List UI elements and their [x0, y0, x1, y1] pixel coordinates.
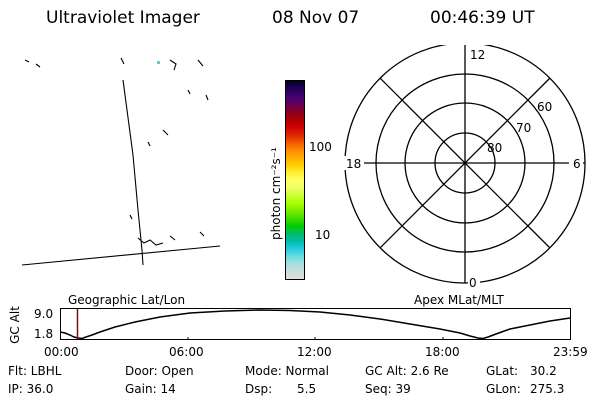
altitude-curve — [60, 309, 571, 340]
coastline-segment — [129, 214, 133, 220]
y-tick-1-8: 1.8 — [34, 327, 54, 341]
colorbar-tick-10: 10 — [315, 228, 331, 242]
coastline-segment — [162, 129, 169, 136]
dsp-info: Dsp: — [245, 382, 273, 396]
lat-label-60: 60 — [537, 100, 552, 114]
lat-label-80: 80 — [487, 141, 502, 155]
coastline-segment — [205, 94, 209, 101]
color-bar — [285, 80, 305, 280]
coastline-segment — [199, 231, 205, 237]
orbit-timeline — [60, 308, 571, 340]
coastline-segment — [120, 57, 125, 65]
mode-info: Mode: Normal — [245, 364, 329, 378]
aurora-pixel — [157, 61, 160, 64]
glat-info: GLat: — [486, 364, 519, 378]
coastline-segment — [169, 235, 176, 241]
mlt-line-diagonal — [379, 77, 551, 249]
coastline-segment — [21, 245, 221, 266]
apex-label: Apex MLat/MLT — [414, 293, 504, 307]
seq-info: Seq: 39 — [365, 382, 411, 396]
coastline-segment — [122, 79, 144, 266]
glon-info: GLon: — [486, 382, 521, 396]
instrument-title: Ultraviolet Imager — [46, 8, 200, 28]
polar-plot: 12 18 6 0 60 70 80 — [344, 45, 586, 290]
gc-alt-info: GC Alt: 2.6 Re — [365, 364, 449, 378]
y-tick-9: 9.0 — [34, 307, 54, 321]
lat-label-70: 70 — [516, 121, 531, 135]
coastline-segment — [137, 237, 164, 246]
mlt-label-6: 6 — [573, 157, 581, 171]
door-info: Door: Open — [125, 364, 194, 378]
geographic-label: Geographic Lat/Lon — [68, 293, 186, 307]
filter-info: Flt: LBHL — [8, 364, 62, 378]
gain-info: Gain: 14 — [125, 382, 176, 396]
dsp-value: 5.5 — [297, 382, 317, 396]
gc-alt-axis-title: GC Alt — [7, 306, 22, 344]
x-tick-0600: 06:00 — [169, 345, 204, 359]
colorbar-unit-label: photon cm⁻²s⁻¹ — [269, 147, 283, 240]
mlt-label-0: 0 — [469, 276, 477, 290]
coastline-segment — [35, 63, 41, 68]
coastline-segment — [169, 59, 177, 71]
coastline-segment — [187, 89, 191, 95]
time-label: 00:46:39 UT — [430, 8, 535, 28]
mlt-label-12: 12 — [470, 48, 485, 62]
x-tick-1200: 12:00 — [297, 345, 332, 359]
mlt-label-18: 18 — [346, 157, 361, 171]
geographic-map — [21, 57, 221, 266]
coastline-segment — [24, 59, 30, 63]
coastline-segment — [147, 141, 151, 147]
colorbar-tick-100: 100 — [309, 140, 332, 154]
date-label: 08 Nov 07 — [272, 8, 360, 28]
x-tick-2359: 23:59 — [553, 345, 588, 359]
glon-value: 275.3 — [530, 382, 565, 396]
coastline-segment — [197, 59, 204, 67]
x-tick-1800: 18:00 — [425, 345, 460, 359]
x-tick-0000: 00:00 — [44, 345, 79, 359]
glat-value: 30.2 — [530, 364, 557, 378]
ip-info: IP: 36.0 — [8, 382, 54, 396]
